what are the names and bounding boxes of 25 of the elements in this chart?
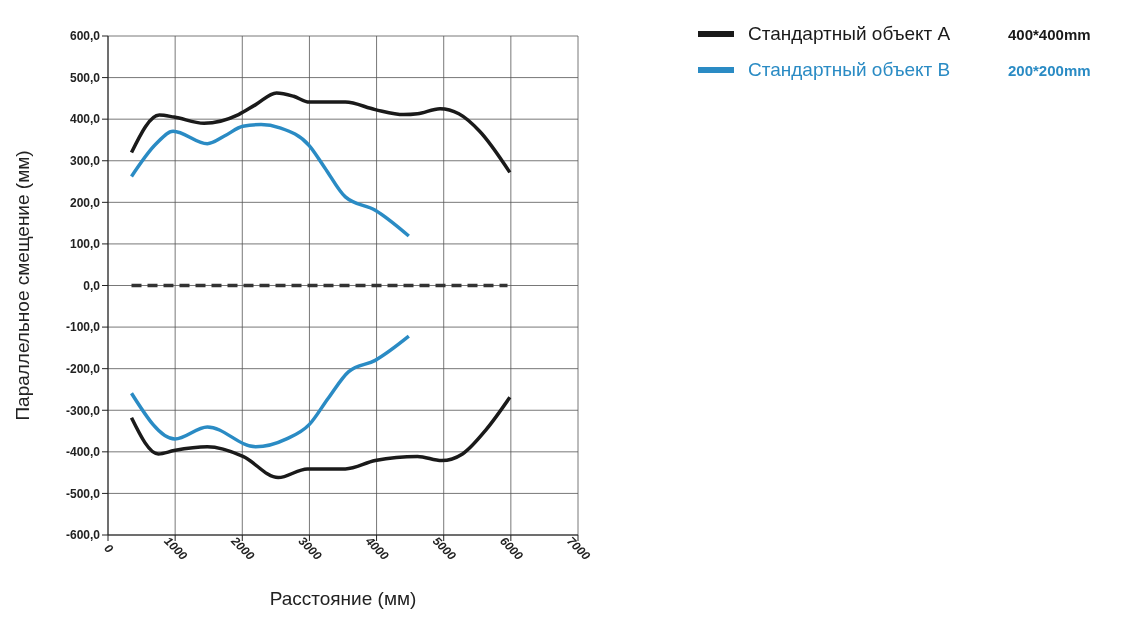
line-series (129, 91, 512, 175)
x-tick-label: 4000 (362, 533, 392, 564)
legend-label: Стандартный объект A (748, 23, 952, 45)
y-tick-label: -400,0 (65, 445, 101, 460)
line-series (129, 122, 411, 238)
y-tick-label: 200,0 (69, 195, 101, 210)
y-tick-label: -600,0 (65, 528, 101, 543)
y-tick-label: -500,0 (65, 486, 101, 501)
line-series (129, 334, 411, 449)
y-tick-label: -300,0 (65, 403, 101, 418)
y-tick-label: 400,0 (69, 112, 101, 127)
y-axis-title: Параллельное смещение (мм) (11, 150, 33, 421)
y-tick-label: 100,0 (69, 237, 101, 252)
y-tick-label: 300,0 (69, 154, 101, 169)
legend-label: Стандартный объект B (748, 59, 952, 81)
y-tick-label: -200,0 (65, 361, 101, 376)
y-tick-label: -100,0 (65, 320, 101, 335)
x-tick-label: 0 (101, 541, 117, 556)
y-tick-label: 600,0 (69, 29, 101, 44)
text: 200*200mm (1008, 61, 1091, 79)
y-tick-label: 0,0 (83, 278, 101, 293)
line-series (129, 395, 512, 480)
y-tick-label: 500,0 (69, 70, 101, 85)
x-axis-title: Расстояние (мм) (269, 588, 417, 609)
text: 400*400mm (1008, 25, 1091, 43)
